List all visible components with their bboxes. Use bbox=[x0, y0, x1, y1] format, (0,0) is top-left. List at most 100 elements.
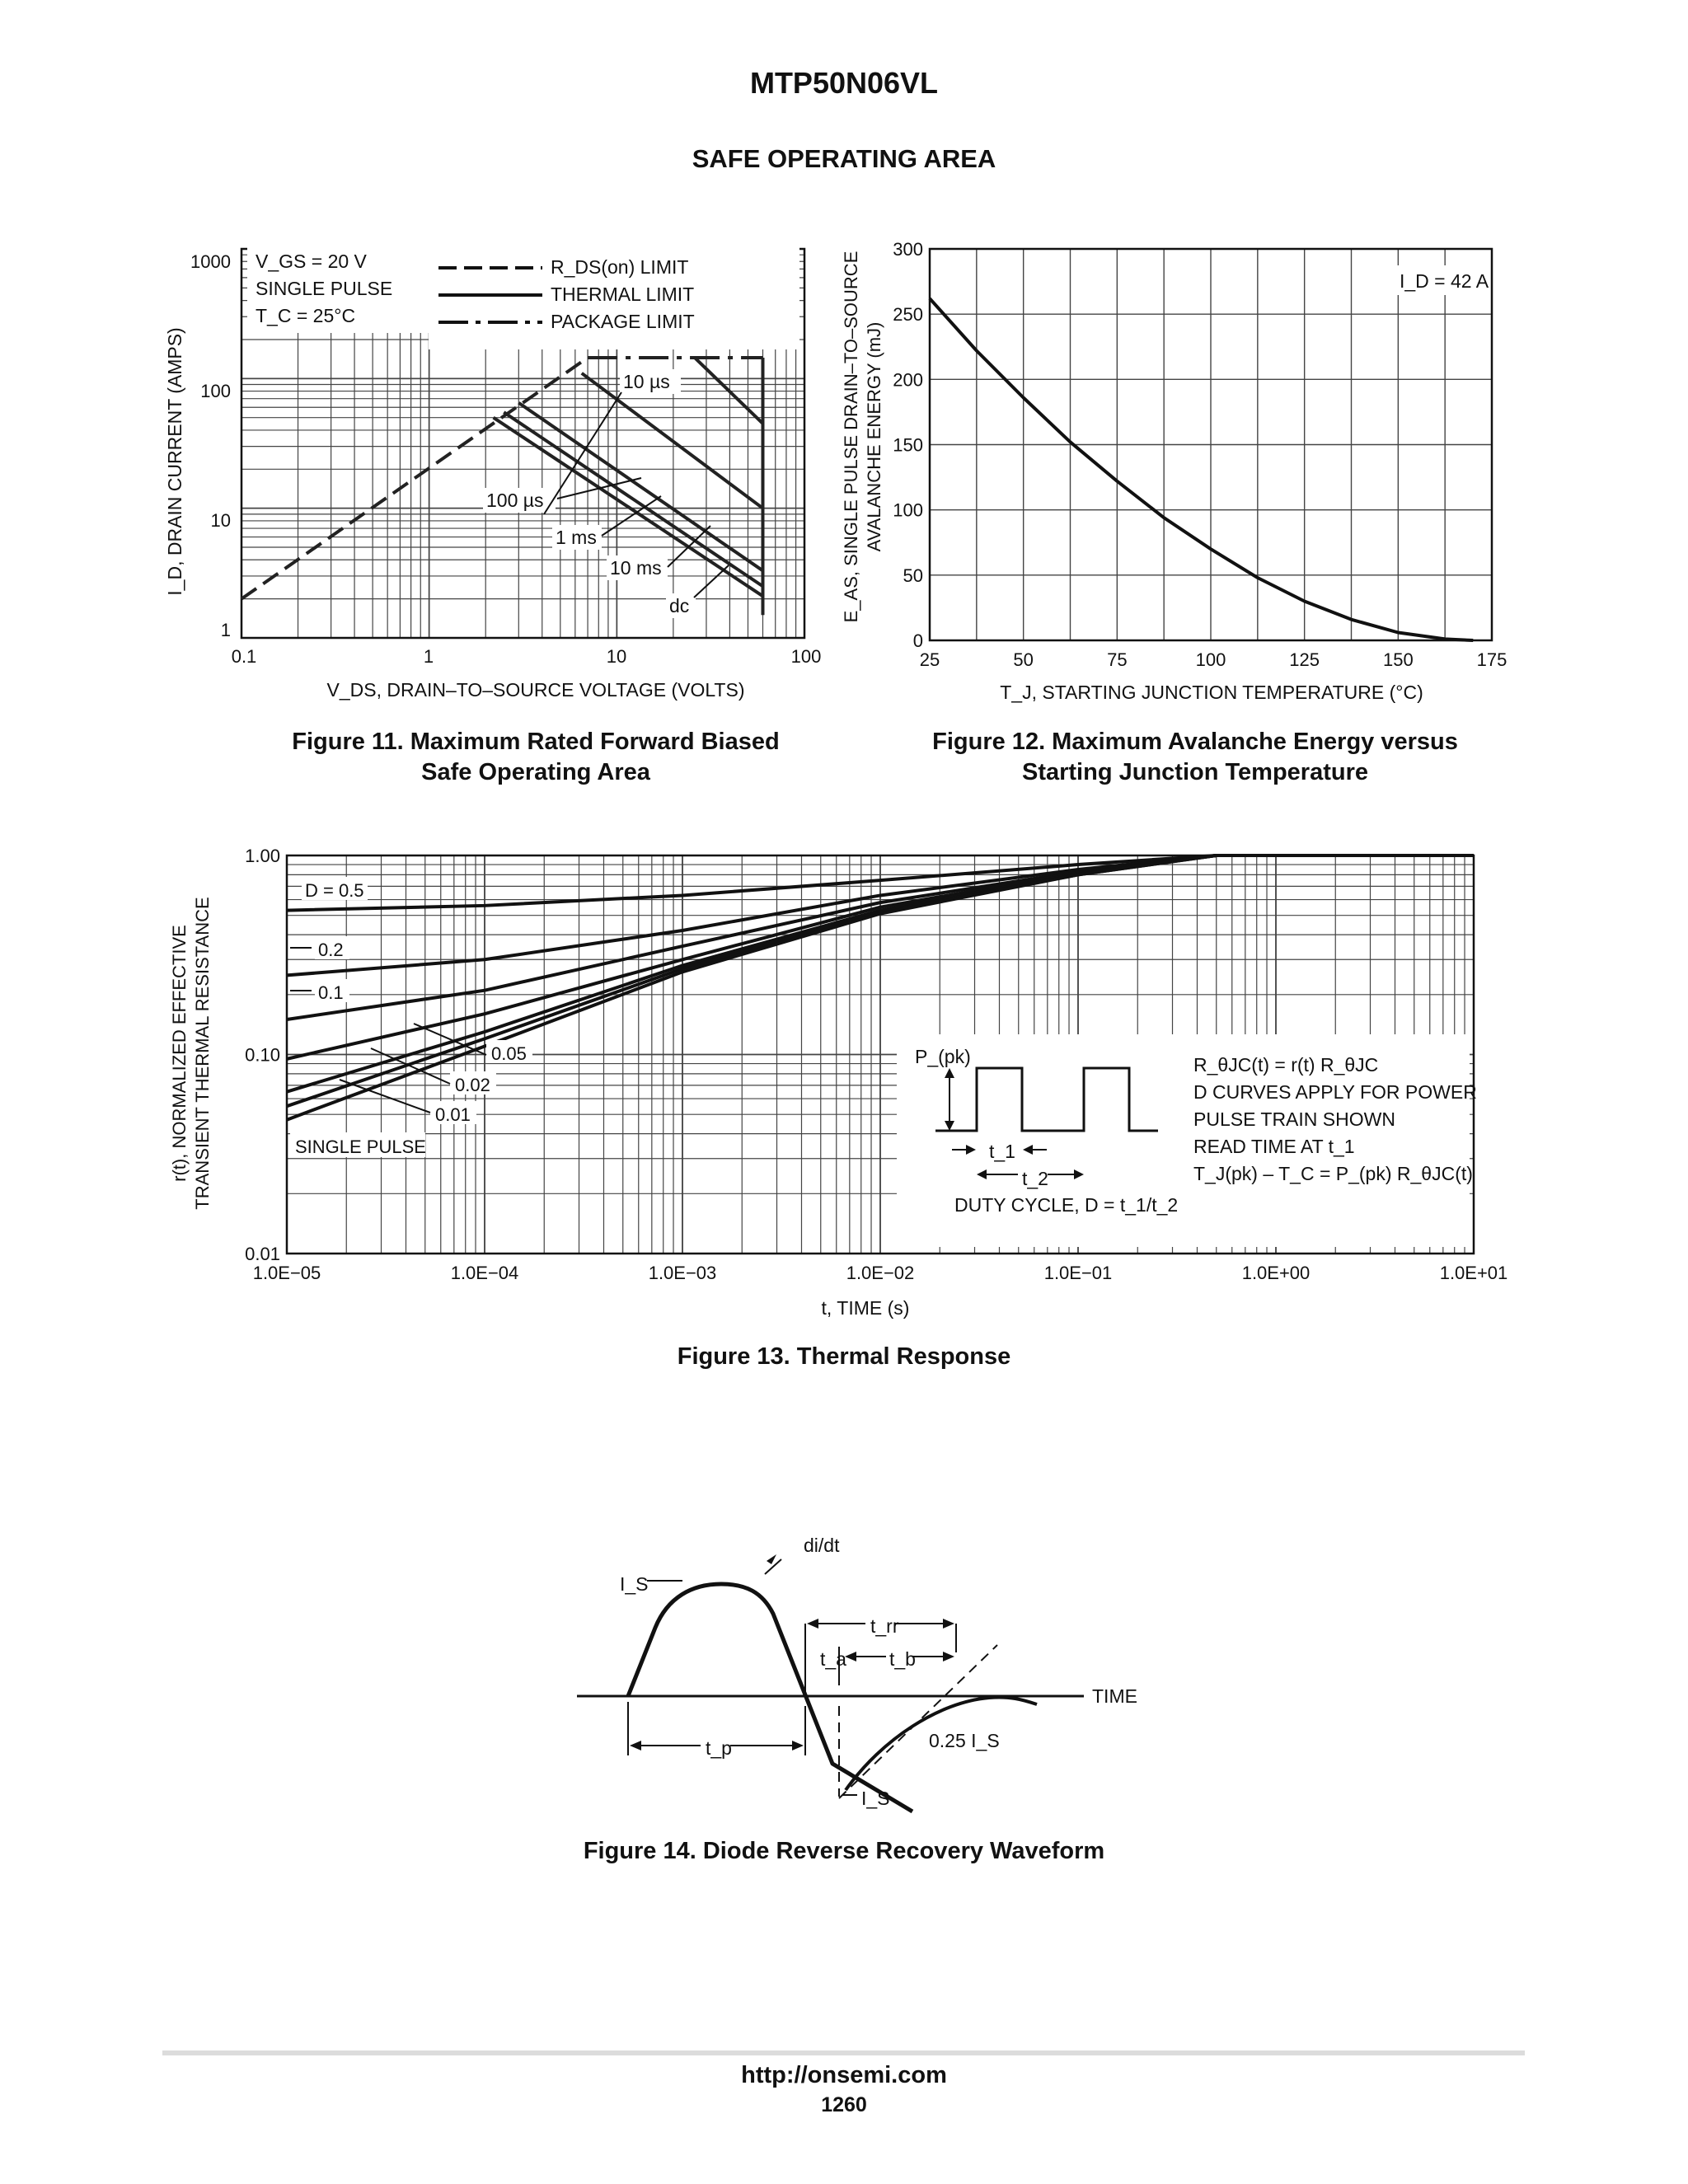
f12-annotation: I_D = 42 A bbox=[1400, 270, 1489, 292]
f12-ylabel-line1: E_AS, SINGLE PULSE DRAIN–TO–SOURCE bbox=[841, 251, 861, 623]
f13-ylabel-line2: TRANSIENT THERMAL RESISTANCE bbox=[192, 897, 213, 1209]
figure-14-diagram: TIME t_p t_rr t_b t_a I_S di/dt 0.25 I_S… bbox=[577, 1535, 1137, 1814]
f11-cond-vgs: V_GS = 20 V bbox=[256, 251, 368, 272]
f11-series-3 bbox=[580, 372, 764, 510]
footer-page-number: 1260 bbox=[821, 2093, 867, 2116]
f13-xtick: 1.0E−04 bbox=[451, 1263, 519, 1283]
f13-label-002: 0.02 bbox=[455, 1075, 490, 1095]
f12-xtick: 75 bbox=[1107, 649, 1127, 670]
f13-label-02: 0.2 bbox=[318, 940, 344, 960]
figure-11-caption-line1: Figure 11. Maximum Rated Forward Biased bbox=[292, 729, 780, 755]
f12-xtick: 125 bbox=[1289, 649, 1320, 670]
f13-label-single: SINGLE PULSE bbox=[295, 1137, 426, 1157]
f12-ytick: 250 bbox=[893, 304, 923, 325]
f11-label-1ms: 1 ms bbox=[556, 527, 597, 548]
f13-note-1: R_θJC(t) = r(t) R_θJC bbox=[1193, 1054, 1378, 1076]
figure-13-inset bbox=[897, 1034, 1470, 1247]
f13-ylabel-line1: r(t), NORMALIZED EFFECTIVE bbox=[169, 925, 190, 1182]
f11-series-4 bbox=[518, 401, 764, 573]
f13-ytick: 1.00 bbox=[245, 846, 280, 866]
f11-legend-package: PACKAGE LIMIT bbox=[551, 311, 695, 332]
f12-ylabel-line2: AVALANCHE ENERGY (mJ) bbox=[864, 322, 884, 552]
f11-series-2 bbox=[693, 356, 764, 425]
f13-xtick: 1.0E−05 bbox=[253, 1263, 321, 1283]
page-title: MTP50N06VL bbox=[749, 66, 939, 100]
f12-ytick: 150 bbox=[893, 435, 923, 456]
f11-ytick-1: 1 bbox=[221, 620, 231, 640]
f14-label-didt: di/dt bbox=[804, 1535, 840, 1556]
f13-inset-pulse-train bbox=[935, 1066, 1158, 1132]
footer-rule bbox=[162, 2050, 1525, 2055]
f14-label-is-bottom: I_S bbox=[861, 1788, 890, 1809]
f14-recovery-curve bbox=[844, 1695, 1038, 1792]
f14-label-is-top: I_S bbox=[620, 1573, 649, 1595]
f13-leader-lines bbox=[290, 947, 487, 1113]
f13-label-01: 0.1 bbox=[318, 982, 344, 1003]
f11-ylabel: I_D, DRAIN CURRENT (AMPS) bbox=[164, 327, 185, 595]
figure-11-caption: Figure 11. Maximum Rated Forward Biased … bbox=[247, 727, 824, 788]
f13-note-2: D CURVES APPLY FOR POWER bbox=[1193, 1081, 1477, 1103]
figure-12-tick-labels: 25 50 75 100 125 150 175 0 50 100 150 200 250 300 bbox=[893, 239, 1507, 670]
f13-label-d05: D = 0.5 bbox=[305, 880, 364, 901]
figure-13-series bbox=[286, 854, 1474, 1122]
figure-12-plot-frame bbox=[928, 247, 1493, 642]
f11-series-0 bbox=[240, 356, 589, 601]
f13-xtick: 1.0E−01 bbox=[1044, 1263, 1113, 1283]
f11-leader-lines bbox=[543, 391, 729, 598]
f13-inset-ppk: P_(pk) bbox=[915, 1046, 971, 1067]
f14-label-ta: t_a bbox=[820, 1648, 846, 1670]
f12-xtick: 100 bbox=[1196, 649, 1226, 670]
f12-xtick: 175 bbox=[1477, 649, 1507, 670]
f13-inset-t2: t_2 bbox=[1022, 1168, 1048, 1189]
f13-xtick: 1.0E+01 bbox=[1440, 1263, 1508, 1283]
figure-11-chart: V_GS = 20 V SINGLE PULSE T_C = 25°C R_DS… bbox=[164, 244, 822, 701]
f14-label-tp: t_p bbox=[706, 1737, 732, 1759]
f12-ytick: 300 bbox=[893, 239, 923, 260]
f11-xtick-100: 100 bbox=[791, 646, 822, 667]
f11-label-10us: 10 µs bbox=[623, 371, 670, 392]
f13-ytick: 0.01 bbox=[245, 1244, 280, 1264]
section-title: SAFE OPERATING AREA bbox=[692, 144, 996, 173]
f13-note-5: T_J(pk) – T_C = P_(pk) R_θJC(t) bbox=[1193, 1163, 1473, 1184]
footer-url-link[interactable]: http://onsemi.com bbox=[741, 2062, 947, 2088]
f11-xtick-0.1: 0.1 bbox=[232, 646, 257, 667]
f11-ytick-10: 10 bbox=[211, 510, 231, 531]
figure-11-series bbox=[240, 355, 765, 616]
f11-cond-pulse: SINGLE PULSE bbox=[256, 278, 392, 299]
figure-13-tick-labels: 1.0E−05 1.0E−04 1.0E−03 1.0E−02 1.0E−01 1.0E+… bbox=[245, 846, 1507, 1283]
f13-note-3: PULSE TRAIN SHOWN bbox=[1193, 1108, 1395, 1130]
f11-legend-rds: R_DS(on) LIMIT bbox=[551, 256, 688, 278]
f14-didt-tangent bbox=[838, 1644, 998, 1799]
figure-14-caption: Figure 14. Diode Reverse Recovery Wavefo… bbox=[583, 1838, 1105, 1864]
f12-xlabel: T_J, STARTING JUNCTION TEMPERATURE (°C) bbox=[1000, 682, 1423, 703]
figure-13-caption: Figure 13. Thermal Response bbox=[677, 1343, 1011, 1370]
figure-13-chart: P_(pk) t_1 t_2 DUTY CYCLE, D = t_1/t_2 R… bbox=[169, 846, 1507, 1319]
f13-inset-duty: DUTY CYCLE, D = t_1/t_2 bbox=[954, 1194, 1178, 1216]
figure-12-series bbox=[928, 297, 1474, 642]
figure-13-plot-frame bbox=[285, 854, 1475, 1255]
f13-note-4: READ TIME AT t_1 bbox=[1193, 1136, 1355, 1157]
figure-12-chart: I_D = 42 A 25 50 75 100 125 150 175 0 50 100 150 20… bbox=[841, 239, 1507, 703]
f13-inset-t1: t_1 bbox=[989, 1141, 1015, 1162]
f12-ytick: 100 bbox=[893, 500, 923, 521]
f12-ytick: 0 bbox=[913, 630, 923, 651]
f13-xlabel: t, TIME (s) bbox=[822, 1297, 910, 1319]
f13-xtick: 1.0E−03 bbox=[649, 1263, 717, 1283]
f11-label-100us: 100 µs bbox=[486, 490, 544, 511]
f13-label-001: 0.01 bbox=[435, 1104, 471, 1125]
f11-label-dc: dc bbox=[669, 595, 689, 616]
f11-series-5 bbox=[503, 410, 764, 588]
f12-series-0 bbox=[928, 297, 1474, 642]
f11-xtick-10: 10 bbox=[607, 646, 626, 667]
f13-series-6 bbox=[286, 854, 1474, 1122]
f11-legend-thermal: THERMAL LIMIT bbox=[551, 284, 694, 305]
f12-ytick: 50 bbox=[903, 565, 923, 586]
figure-12-caption-line2: Starting Junction Temperature bbox=[1021, 759, 1369, 785]
f14-label-trr: t_rr bbox=[870, 1615, 899, 1637]
f12-xtick: 25 bbox=[920, 649, 940, 670]
f11-cond-tc: T_C = 25°C bbox=[256, 305, 355, 326]
f13-label-005: 0.05 bbox=[491, 1043, 527, 1064]
f13-xtick: 1.0E−02 bbox=[846, 1263, 915, 1283]
figure-12-grid bbox=[929, 248, 1493, 641]
f11-label-10ms: 10 ms bbox=[610, 557, 662, 579]
